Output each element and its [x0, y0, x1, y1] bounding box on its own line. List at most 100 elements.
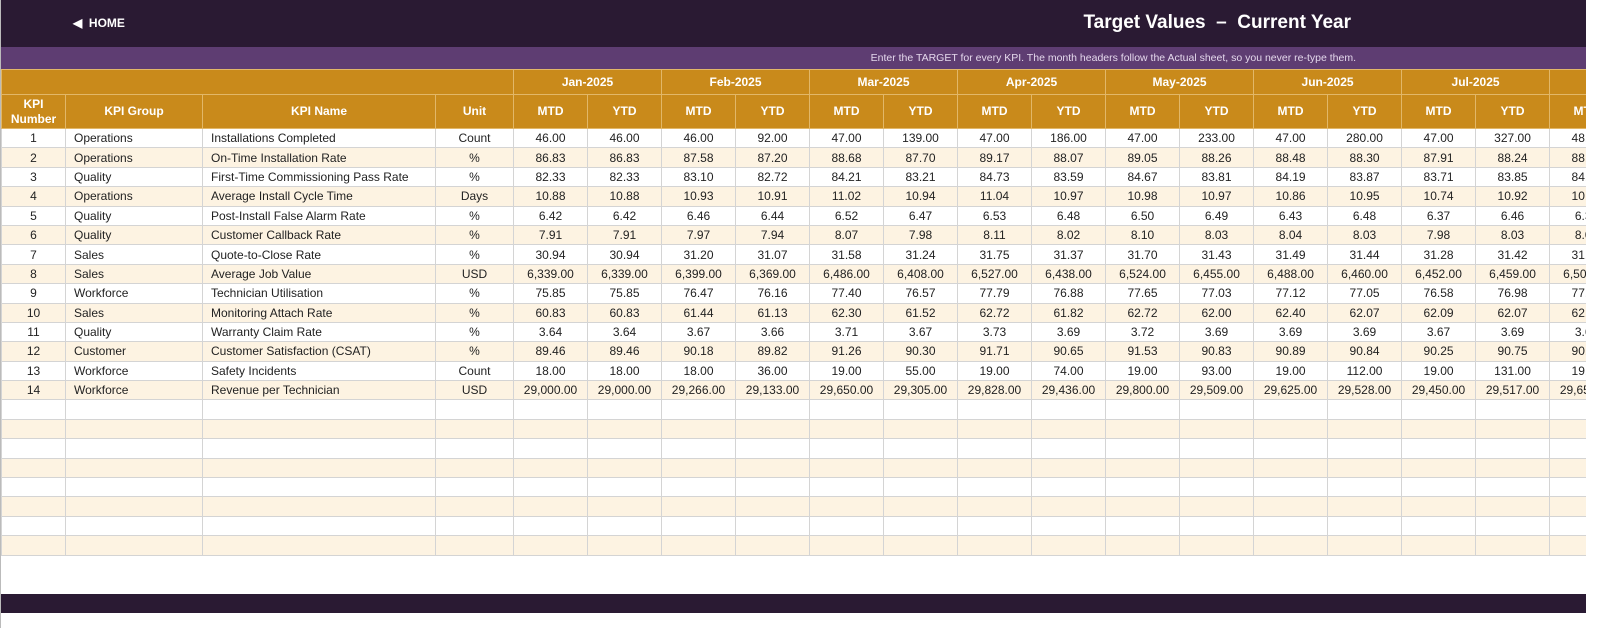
cell: Operations — [65, 186, 203, 207]
empty-cell — [1401, 477, 1477, 498]
cell: 90.25 — [1401, 341, 1477, 362]
cell: 3.69 — [1179, 321, 1255, 343]
empty-cell — [1030, 515, 1107, 537]
cell: 75.85 — [513, 283, 588, 304]
home-label[interactable]: HOME — [88, 16, 125, 30]
cell: 6.48 — [1030, 205, 1107, 226]
cell: Revenue per Technician — [202, 380, 436, 401]
cell: 88.30 — [1327, 147, 1403, 168]
cell: 10.92 — [1475, 186, 1551, 207]
empty-cell — [1327, 496, 1403, 517]
cell: 31.58 — [809, 244, 884, 265]
cell: 90.30 — [883, 341, 958, 362]
cell: Operations — [65, 147, 203, 168]
cell: 84.21 — [809, 166, 884, 188]
empty-cell — [1105, 477, 1181, 498]
cell: Count — [435, 360, 514, 382]
empty-cell — [957, 399, 1032, 420]
cell: 60.83 — [513, 302, 588, 323]
empty-cell — [735, 515, 810, 537]
cell: 29,000.00 — [587, 380, 662, 401]
cell: 6,455.00 — [1179, 263, 1255, 285]
cell: 76.98 — [1475, 283, 1551, 304]
sub-header: YTD — [1475, 94, 1551, 129]
sub-header: MTD — [513, 94, 588, 129]
cell: 87.91 — [1401, 147, 1477, 168]
cell: 92.00 — [735, 127, 810, 149]
empty-cell — [202, 496, 436, 517]
cell: 62.07 — [1475, 302, 1551, 323]
cell: 10.74 — [1401, 186, 1477, 207]
empty-cell — [809, 496, 884, 517]
cell: 18.00 — [513, 360, 588, 382]
cell: % — [435, 341, 514, 362]
cell: 83.59 — [1030, 166, 1107, 188]
cell: 6.50 — [1105, 205, 1181, 226]
cell: 46.00 — [513, 127, 588, 149]
cell: 90.83 — [1179, 341, 1255, 362]
cell: 9 — [1, 283, 66, 304]
cell: 6,339.00 — [513, 263, 588, 285]
cell: 91.53 — [1105, 341, 1181, 362]
sub-header: MTD — [1105, 94, 1181, 129]
cell: 30.94 — [513, 244, 588, 265]
cell: % — [435, 166, 514, 188]
cell: Installations Completed — [202, 127, 436, 149]
cell: 3.73 — [957, 321, 1032, 343]
cell: 6.42 — [587, 205, 662, 226]
empty-cell — [1179, 515, 1255, 537]
empty-cell — [1030, 496, 1107, 517]
sub-header: YTD — [1327, 94, 1403, 129]
empty-cell — [1105, 418, 1181, 440]
empty-cell — [435, 496, 514, 517]
cell: 19.00 — [1549, 360, 1586, 382]
cell: 90.65 — [1030, 341, 1107, 362]
cell: Workforce — [65, 283, 203, 304]
empty-cell — [587, 496, 662, 517]
cell: 186.00 — [1030, 127, 1107, 149]
cell: 31.44 — [1327, 244, 1403, 265]
cell: 89.17 — [957, 147, 1032, 168]
cell: 29,266.00 — [661, 380, 736, 401]
empty-cell — [735, 457, 810, 479]
cell: 3.64 — [587, 321, 662, 343]
column-header: Unit — [435, 94, 514, 129]
home-button[interactable]: ◀ HOME — [73, 16, 125, 30]
cell: 30.94 — [587, 244, 662, 265]
cell: 3.67 — [661, 321, 736, 343]
cell: 89.05 — [1105, 147, 1181, 168]
cell: 10.93 — [661, 186, 736, 207]
cell: 6.46 — [1475, 205, 1551, 226]
empty-cell — [1401, 457, 1477, 479]
cell: 31.43 — [1179, 244, 1255, 265]
cell: 29,657.00 — [1549, 380, 1586, 401]
empty-cell — [1549, 418, 1586, 440]
cell: 8.04 — [1253, 224, 1329, 246]
cell: 10.98 — [1105, 186, 1181, 207]
empty-cell — [661, 477, 736, 498]
empty-cell — [735, 438, 810, 459]
cell: 47.00 — [1253, 127, 1329, 149]
cell: 29,509.00 — [1179, 380, 1255, 401]
sub-header: YTD — [883, 94, 958, 129]
cell: 29,650.00 — [809, 380, 884, 401]
empty-cell — [1327, 418, 1403, 440]
cell: 31.07 — [735, 244, 810, 265]
data-row: 9 Workforce Technician Utilisation% 75.85 75… — [1, 283, 1586, 304]
cell: 7.98 — [883, 224, 958, 246]
sub-header: MTD — [809, 94, 884, 129]
empty-cell — [65, 399, 203, 420]
cell: 90.84 — [1327, 341, 1403, 362]
empty-cell — [1, 477, 66, 498]
cell: Monitoring Attach Rate — [202, 302, 436, 323]
cell: 280.00 — [1327, 127, 1403, 149]
cell: 84.19 — [1253, 166, 1329, 188]
cell: 88.26 — [1179, 147, 1255, 168]
cell: 29,828.00 — [957, 380, 1032, 401]
cell: 6.52 — [809, 205, 884, 226]
cell: 6.48 — [1327, 205, 1403, 226]
cell: 6.43 — [1253, 205, 1329, 226]
empty-cell — [1327, 515, 1403, 537]
cell: 31.49 — [1253, 244, 1329, 265]
cell: 31.28 — [1401, 244, 1477, 265]
